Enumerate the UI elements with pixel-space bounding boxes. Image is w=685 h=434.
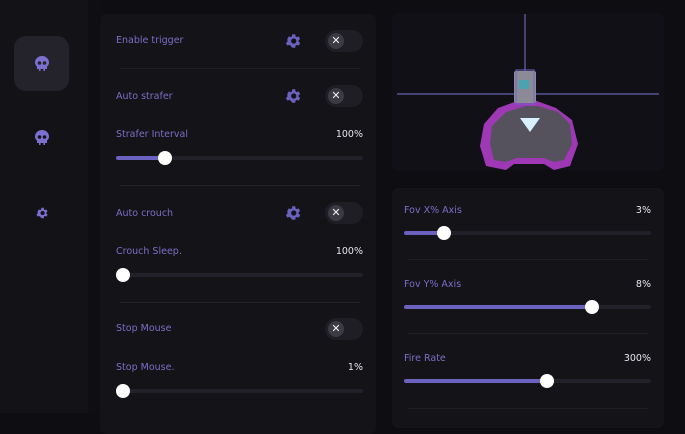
divider [120, 302, 360, 303]
strafer-interval-label: Strafer Interval [116, 129, 188, 140]
crouch-sleep-value: 100% [335, 246, 363, 257]
divider [408, 259, 648, 260]
strafer-interval-value: 100% [335, 129, 363, 140]
slider-handle[interactable] [436, 226, 451, 240]
nav-skull-secondary[interactable] [14, 110, 69, 165]
gear-icon[interactable] [284, 204, 302, 222]
fire-rate-label: Fire Rate [404, 353, 446, 364]
strafer-interval-slider[interactable] [116, 151, 363, 165]
crouch-sleep-slider[interactable] [116, 268, 363, 282]
sidebar-divider [88, 0, 100, 413]
stop-mouse-value: 1% [347, 362, 363, 373]
gear-icon[interactable] [284, 87, 302, 105]
fov-y-slider[interactable] [404, 300, 651, 314]
close-icon: ✕ [328, 321, 344, 337]
gear-icon [35, 207, 48, 218]
sidebar [0, 0, 88, 413]
fire-rate-slider[interactable] [404, 374, 651, 388]
gear-icon[interactable] [284, 32, 302, 50]
nav-settings[interactable] [14, 185, 69, 240]
fov-y-label: Fov Y% Axis [404, 279, 462, 290]
stop-mouse-toggle[interactable]: ✕ [325, 318, 363, 340]
divider [120, 185, 360, 186]
auto-crouch-toggle[interactable]: ✕ [325, 202, 363, 224]
divider [408, 333, 648, 334]
close-icon: ✕ [328, 205, 344, 221]
robot-preview-image [397, 14, 659, 170]
skull-icon [34, 56, 49, 71]
auto-strafer-label: Auto strafer [116, 91, 173, 102]
slider-handle[interactable] [116, 268, 130, 282]
slider-handle[interactable] [540, 374, 555, 388]
enable-trigger-toggle[interactable]: ✕ [325, 30, 363, 52]
stop-mouse-slider[interactable] [116, 384, 363, 398]
auto-strafer-toggle[interactable]: ✕ [325, 85, 363, 107]
robot-figure [480, 69, 578, 170]
slider-handle[interactable] [116, 384, 130, 398]
auto-crouch-label: Auto crouch [116, 208, 174, 219]
close-icon: ✕ [328, 88, 344, 104]
divider [408, 408, 648, 409]
close-icon: ✕ [328, 33, 344, 49]
fov-y-value: 8% [635, 279, 651, 290]
character-preview [392, 14, 664, 170]
stop-mouse-label: Stop Mouse [116, 323, 172, 334]
stop-mouse-value-label: Stop Mouse. [116, 362, 175, 373]
nav-skull-primary[interactable] [14, 36, 69, 91]
skull-icon [34, 130, 49, 145]
right-settings-panel: Fov X% Axis 3% Fov Y% Axis 8% Fire Rate … [392, 188, 664, 428]
divider [120, 68, 360, 69]
fov-x-label: Fov X% Axis [404, 205, 462, 216]
left-settings-panel: Enable trigger ✕ Auto strafer ✕ Strafer … [100, 14, 376, 434]
fov-x-slider[interactable] [404, 226, 651, 240]
fire-rate-value: 300% [623, 353, 651, 364]
slider-handle[interactable] [584, 300, 599, 314]
fov-x-value: 3% [635, 205, 651, 216]
enable-trigger-label: Enable trigger [116, 35, 184, 46]
slider-handle[interactable] [158, 151, 173, 165]
crouch-sleep-label: Crouch Sleep. [116, 246, 182, 257]
